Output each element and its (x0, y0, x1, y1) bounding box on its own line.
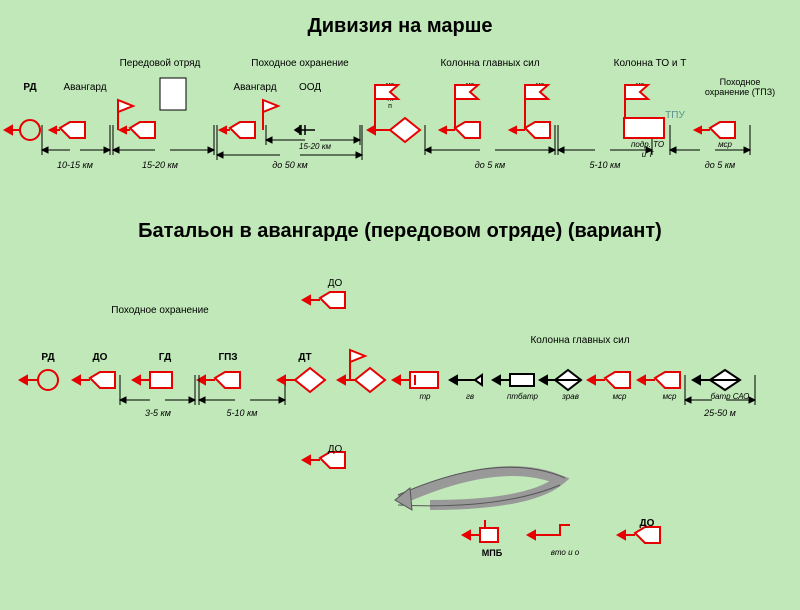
label-mpb: МПБ (472, 548, 512, 558)
dist-1015: 10-15 км (45, 160, 105, 170)
title-battalion: Батальон в авангарде (передовом отряде) … (60, 220, 740, 243)
dist-510b: 5-10 км (212, 408, 272, 418)
top-diagram (0, 0, 800, 200)
dist-2550: 25-50 м (690, 408, 750, 418)
label-do-right: ДО (632, 518, 662, 529)
dist-35: 3-5 км (128, 408, 188, 418)
dist-do50: до 50 км (260, 160, 320, 170)
label-ptbatr: птбатр (500, 392, 545, 401)
dist-do5a: до 5 км (460, 160, 520, 170)
bottom-diagram (0, 260, 800, 610)
label-tp: тр (410, 392, 440, 401)
label-iT: и Т (620, 150, 675, 159)
label-do-bot: ДО (320, 444, 350, 455)
dist-1520a: 15-20 км (130, 160, 190, 170)
label-batrSAO: батр САО (700, 392, 760, 401)
dist-do5b: до 5 км (690, 160, 750, 170)
label-msr1: мср (602, 392, 637, 401)
label-msr: мср (705, 140, 745, 149)
dist-510: 5-10 км (575, 160, 635, 170)
label-gv: гв (455, 392, 485, 401)
label-zrv: зрав (553, 392, 588, 401)
dist-1520b: 15-20 км (285, 142, 345, 151)
label-msr2: мср (652, 392, 687, 401)
label-podrTO: подр. ТО (620, 140, 675, 149)
label-vto: вто и о (540, 548, 590, 557)
